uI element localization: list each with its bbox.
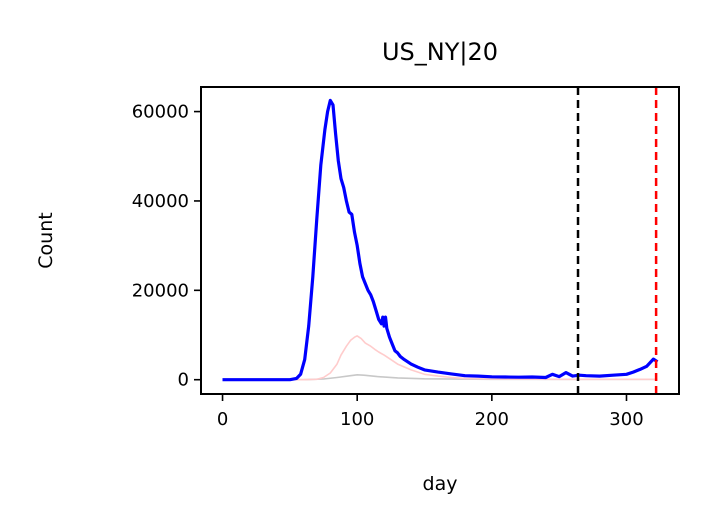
y-tick-label: 20000: [132, 280, 189, 301]
chart-title: US_NY|20: [382, 38, 498, 66]
series-line-1: [222, 335, 658, 381]
y-axis-title: Count: [35, 212, 57, 268]
x-tick-label: 0: [217, 409, 228, 430]
x-tick-label: 300: [609, 409, 643, 430]
x-tick-label: 200: [475, 409, 509, 430]
y-axis-ticks: 0 20000 40000 60000: [132, 102, 201, 391]
x-axis-title: day: [423, 473, 458, 495]
y-tick-label: 40000: [132, 191, 189, 212]
series-line-0: [222, 98, 659, 382]
plot-frame: [200, 86, 680, 395]
x-tick-label: 100: [340, 409, 374, 430]
x-axis-ticks: 0 100 200 300: [217, 394, 644, 430]
y-tick-label: 60000: [132, 102, 189, 123]
series-layer: [222, 98, 659, 382]
y-tick-label: 0: [178, 370, 189, 391]
